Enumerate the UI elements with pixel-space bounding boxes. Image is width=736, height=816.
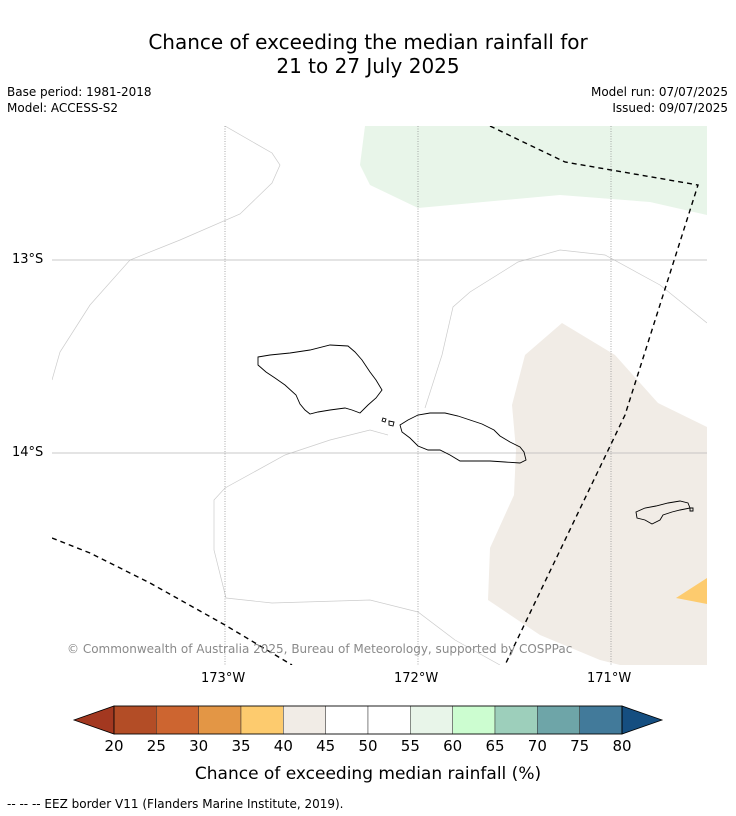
colorbar-segment [198, 705, 242, 735]
colorbar-segment [410, 705, 453, 735]
colorbar-tick-label: 70 [527, 737, 547, 755]
colorbar-frame [113, 705, 623, 735]
model-run: Model run: 07/07/2025 [590, 85, 728, 99]
colorbar-tick-label: 55 [400, 737, 420, 755]
colorbar-segment [325, 705, 369, 735]
lon-label-173w: 173°W [201, 671, 246, 686]
contour-line [52, 126, 281, 381]
meta-right: Model run: 07/07/2025 Issued: 09/07/2025 [591, 84, 728, 116]
lon-label-171w: 171°W [587, 671, 632, 686]
manono-islet [388, 420, 395, 427]
lat-label-14s: 14°S [12, 445, 44, 460]
lat-label-13s: 13°S [12, 252, 44, 267]
contour-line [424, 249, 707, 409]
colorbar [72, 705, 664, 735]
aunuu-islet [689, 507, 694, 512]
region-green [360, 126, 707, 215]
copyright-notice: © Commonwealth of Australia 2025, Bureau… [67, 642, 573, 656]
colorbar-segment [452, 705, 496, 735]
base-period: Base period: 1981-2018 [7, 85, 152, 99]
colorbar-segment [240, 705, 284, 735]
map-title: Chance of exceeding the median rainfall … [0, 30, 736, 78]
colorbar-tick-label: 25 [146, 737, 166, 755]
tutuila-island [635, 500, 691, 525]
apolima-islet [381, 417, 387, 423]
colorbar-tick-label: 35 [231, 737, 251, 755]
colorbar-segment [494, 705, 538, 735]
title-line-1: Chance of exceeding the median rainfall … [148, 30, 588, 54]
colorbar-segment [367, 705, 411, 735]
lon-label-172w: 172°W [394, 671, 439, 686]
eez-border [489, 126, 699, 665]
model-name: Model: ACCESS-S2 [7, 101, 119, 115]
colorbar-segment [113, 705, 157, 735]
colorbar-tick-label: 75 [570, 737, 590, 755]
eez-border [52, 537, 293, 665]
map-area [52, 126, 707, 665]
colorbar-tick-label: 20 [104, 737, 124, 755]
region-beige [488, 323, 707, 665]
contour-line [213, 429, 501, 665]
colorbar-segment [283, 705, 326, 735]
colorbar-tick-label: 40 [273, 737, 293, 755]
colorbar-label: Chance of exceeding median rainfall (%) [194, 764, 542, 784]
colorbar-extend-high [621, 705, 664, 735]
eez-footnote: -- -- -- EEZ border V11 (Flanders Marine… [7, 797, 344, 811]
title-line-2: 21 to 27 July 2025 [276, 54, 460, 78]
colorbar-tick-label: 45 [316, 737, 336, 755]
issued-date: Issued: 09/07/2025 [612, 101, 728, 115]
colorbar-extend-low [72, 705, 115, 735]
colorbar-segment [537, 705, 580, 735]
colorbar-tick-label: 30 [189, 737, 209, 755]
colorbar-segment [579, 705, 623, 735]
savaii-island [257, 344, 383, 415]
upolu-island [399, 412, 527, 464]
colorbar-tick-label: 80 [612, 737, 632, 755]
region-orange [676, 578, 707, 604]
meta-left: Base period: 1981-2018 Model: ACCESS-S2 [7, 84, 152, 116]
colorbar-tick-label: 50 [358, 737, 378, 755]
colorbar-tick-label: 60 [443, 737, 463, 755]
colorbar-segment [156, 705, 199, 735]
colorbar-tick-label: 65 [485, 737, 505, 755]
